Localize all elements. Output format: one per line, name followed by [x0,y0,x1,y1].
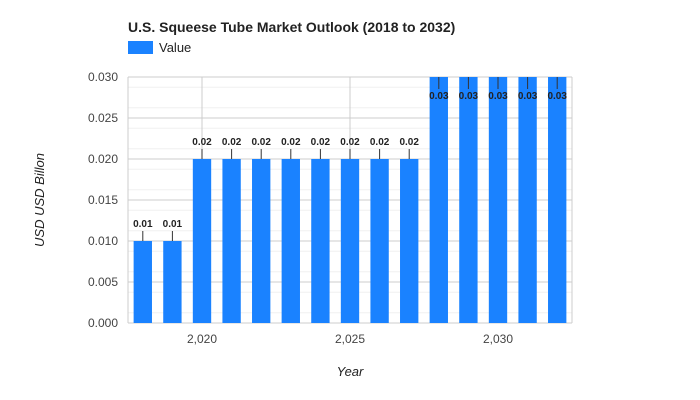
bar[interactable] [252,159,271,323]
x-tick-label: 2,030 [483,332,513,346]
bar[interactable] [133,241,152,323]
bar[interactable] [192,159,212,323]
data-labels: 0.01 0.01 0.02 0.02 0.02 0.02 0.02 0.02 0.02 0.02… [133,77,567,241]
y-tick-label: 0.000 [88,316,118,330]
bar[interactable] [340,159,360,323]
y-axis-ticks: 0.000 0.005 0.010 0.015 0.020 0.025 0.030 [88,70,118,330]
bar[interactable] [459,77,478,323]
y-tick-label: 0.020 [88,152,118,166]
data-label: 0.03 [488,91,508,102]
x-tick-label: 2,025 [335,332,365,346]
data-label: 0.02 [311,137,331,148]
y-tick-label: 0.025 [88,111,118,125]
data-label: 0.02 [222,137,242,148]
x-axis-ticks: 2,020 2,025 2,030 [187,332,513,346]
chart-title: U.S. Squeese Tube Market Outlook (2018 t… [128,19,455,35]
data-label: 0.02 [192,137,212,148]
legend-swatch [128,41,153,54]
bar[interactable] [488,77,508,323]
bar[interactable] [370,159,389,323]
data-label: 0.03 [459,91,479,102]
data-label: 0.02 [399,137,419,148]
legend-label: Value [159,40,191,55]
data-label: 0.02 [340,137,360,148]
bar[interactable] [222,159,241,323]
y-tick-label: 0.005 [88,275,118,289]
data-label: 0.03 [547,91,567,102]
bar[interactable] [311,159,330,323]
x-tick-label: 2,020 [187,332,217,346]
data-label: 0.02 [370,137,390,148]
data-label: 0.02 [251,137,271,148]
bar[interactable] [429,77,448,323]
bar[interactable] [163,241,182,323]
bar[interactable] [281,159,300,323]
y-tick-label: 0.030 [88,70,118,84]
y-axis-title: USD USD Billon [32,153,47,247]
bar[interactable] [518,77,537,323]
y-tick-label: 0.010 [88,234,118,248]
data-label: 0.03 [518,91,538,102]
bar[interactable] [548,77,567,323]
data-label: 0.02 [281,137,301,148]
data-label: 0.01 [133,219,153,230]
bars [133,77,567,323]
legend[interactable]: Value [128,40,191,55]
data-label: 0.03 [429,91,449,102]
data-label: 0.01 [163,219,183,230]
bar[interactable] [400,159,419,323]
y-tick-label: 0.015 [88,193,118,207]
x-axis-title: Year [337,364,364,379]
